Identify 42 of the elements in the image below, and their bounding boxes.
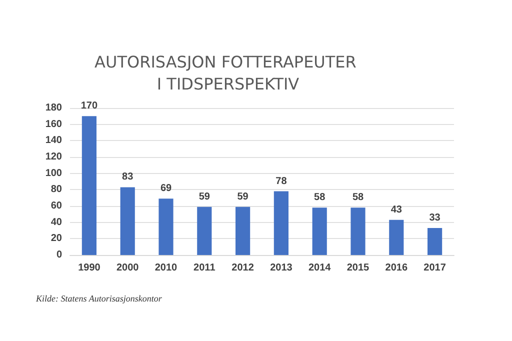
data-label: 33 [429,212,441,224]
x-tick-label: 2015 [346,262,370,274]
x-tick-label: 2017 [424,262,446,274]
data-label: 78 [276,176,288,187]
bar [312,208,327,255]
x-tick-label: 2012 [232,262,254,274]
data-label: 59 [237,191,249,202]
y-tick-label: 60 [50,200,62,212]
data-label: 69 [160,183,172,194]
bar [274,191,288,255]
bar [158,198,174,255]
chart-title: AUTORISASJON FOTTERAPEUTER I TIDSPERSPEKTIV [94,52,362,94]
bar [350,208,366,255]
y-tick-label: 100 [45,168,62,179]
y-tick-label: 140 [45,135,62,146]
y-tick-label: 20 [50,233,62,244]
x-tick-label: 2014 [308,262,332,274]
x-tick-label: 1990 [78,262,101,274]
data-label: 43 [390,204,402,216]
text: Kilde: Statens Autorisasjonskontor [35,294,162,304]
x-tick-label: 2010 [154,262,178,274]
y-tick-label: 0 [56,250,62,260]
data-label: 58 [314,192,326,204]
data-label: 58 [352,192,364,204]
bar [428,228,442,255]
y-tick-label: 180 [45,102,62,114]
bar [389,220,404,255]
data-label: 83 [122,172,134,183]
y-tick-label: 120 [45,152,62,162]
y-tick-label: 80 [50,184,62,196]
bar [82,116,96,255]
x-tick-label: 2016 [385,262,408,274]
x-tick-label: 2000 [116,262,140,274]
data-label: 170 [80,100,98,112]
x-tick-label: 2011 [194,262,216,274]
bar [120,187,135,255]
bar [236,206,250,255]
bar [197,206,212,255]
y-tick-label: 40 [50,216,62,228]
y-tick-label: 160 [45,118,62,130]
data-label: 59 [198,191,210,202]
x-tick-label: 2013 [270,262,293,274]
